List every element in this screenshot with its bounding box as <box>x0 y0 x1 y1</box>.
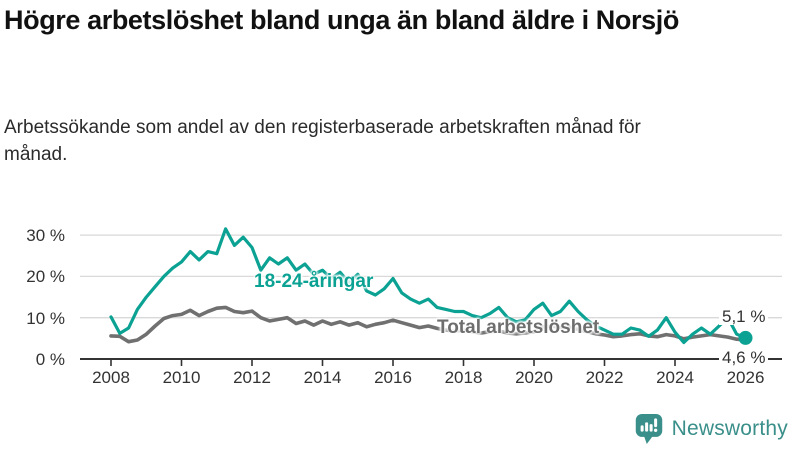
x-tick-label: 2026 <box>726 368 765 387</box>
series-label-total: Total arbetslöshet <box>437 317 600 338</box>
newsworthy-logo[interactable]: Newsworthy <box>634 412 788 445</box>
series-label-young: 18-24-åringar <box>254 271 374 292</box>
end-value-label-young: 5,1 % <box>719 308 769 325</box>
x-tick-label: 2012 <box>233 368 271 387</box>
y-tick-label: 30 % <box>26 226 65 246</box>
y-tick-label: 10 % <box>26 308 65 328</box>
newsworthy-bubble-icon <box>635 413 662 444</box>
x-tick-label: 2022 <box>585 368 624 387</box>
x-tick-label: 2018 <box>444 368 483 387</box>
x-tick-label: 2008 <box>92 368 130 387</box>
page-title: Högre arbetslöshet bland unga än bland ä… <box>4 5 679 35</box>
y-tick-label: 20 % <box>26 267 65 287</box>
x-tick-label: 2020 <box>515 368 553 387</box>
newsworthy-wordmark: Newsworthy <box>671 416 788 440</box>
x-tick-label: 2010 <box>162 368 201 387</box>
y-tick-label: 0 % <box>35 350 65 369</box>
x-tick-label: 2024 <box>656 368 694 387</box>
x-tick-label: 2014 <box>303 368 342 387</box>
chart-subtitle: Arbetssökande som andel av den registerb… <box>4 117 641 165</box>
end-value-label-total: 4,6 % <box>719 349 769 366</box>
x-tick-label: 2016 <box>374 368 412 387</box>
